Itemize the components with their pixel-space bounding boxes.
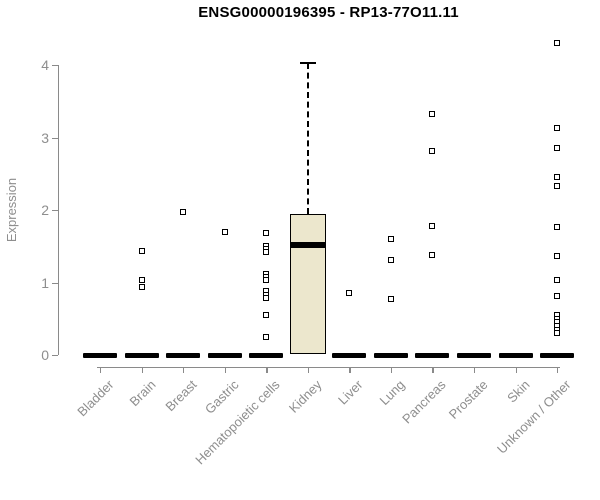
collapsed-box-4	[249, 352, 284, 358]
x-axis-tick	[557, 367, 559, 373]
median-line-5	[289, 241, 326, 248]
outlier-point	[387, 296, 394, 303]
outlier-point	[221, 228, 228, 235]
collapsed-box-0	[83, 352, 117, 358]
outlier-point	[554, 144, 561, 151]
outlier-point	[554, 224, 561, 231]
collapsed-box-11	[540, 352, 575, 358]
collapsed-box-8	[415, 352, 450, 358]
collapsed-box-10	[498, 352, 533, 358]
outlier-point	[138, 277, 145, 284]
y-axis-tick-label: 4	[41, 57, 49, 73]
outlier-point	[263, 295, 270, 302]
outlier-point	[346, 289, 353, 296]
outlier-point	[263, 312, 270, 319]
y-axis-tick	[52, 137, 58, 139]
y-axis-tick	[52, 355, 58, 357]
x-axis-tick	[266, 367, 268, 373]
outlier-point	[138, 283, 145, 290]
outlier-point	[429, 251, 436, 258]
outlier-point	[429, 111, 436, 118]
collapsed-box-2	[166, 352, 201, 358]
collapsed-box-3	[207, 352, 242, 358]
y-axis-tick	[52, 210, 58, 212]
outlier-point	[387, 257, 394, 264]
collapsed-box-1	[124, 352, 159, 358]
y-axis-tick-label: 0	[41, 347, 49, 363]
y-axis-tick-label: 1	[41, 274, 49, 291]
x-axis-tick	[473, 367, 476, 373]
x-axis-tick	[307, 367, 310, 373]
outlier-point	[554, 183, 561, 190]
upper-whisker-cap-5	[299, 61, 316, 65]
y-axis-line	[58, 65, 60, 355]
collapsed-box-7	[373, 352, 408, 358]
outlier-point	[138, 247, 145, 254]
outlier-point	[554, 174, 561, 181]
outlier-point	[554, 330, 561, 337]
y-axis-tick-label: 3	[41, 129, 49, 146]
outlier-point	[263, 249, 270, 256]
y-axis-label: Expression	[4, 177, 19, 243]
y-axis-tick	[52, 282, 58, 284]
outlier-point	[554, 125, 561, 132]
outlier-point	[429, 222, 436, 229]
x-axis-tick	[183, 367, 185, 373]
y-axis-tick-label: 2	[41, 202, 49, 218]
collapsed-box-9	[456, 352, 491, 358]
outlier-point	[263, 230, 270, 237]
outlier-point	[554, 253, 561, 260]
x-axis-tick	[349, 367, 351, 373]
box-5	[289, 213, 326, 354]
x-axis-tick	[432, 367, 434, 373]
x-axis-tick	[390, 367, 393, 373]
outlier-point	[429, 147, 436, 154]
outlier-point	[180, 209, 187, 216]
collapsed-box-6	[332, 352, 367, 358]
x-axis-tick	[224, 367, 227, 373]
outlier-point	[554, 277, 561, 284]
x-axis-tick	[100, 367, 102, 373]
x-axis-tick	[515, 367, 517, 373]
x-axis-tick	[141, 367, 143, 373]
outlier-point	[263, 333, 270, 340]
outlier-point	[554, 39, 561, 46]
outlier-point	[263, 277, 270, 284]
outlier-point	[387, 236, 394, 242]
outlier-point	[554, 292, 561, 299]
upper-whisker-5	[306, 62, 309, 214]
chart-title: ENSG00000196395 - RP13-77O11.11	[198, 4, 459, 21]
y-axis-tick	[52, 65, 58, 67]
x-axis-line	[97, 367, 561, 369]
